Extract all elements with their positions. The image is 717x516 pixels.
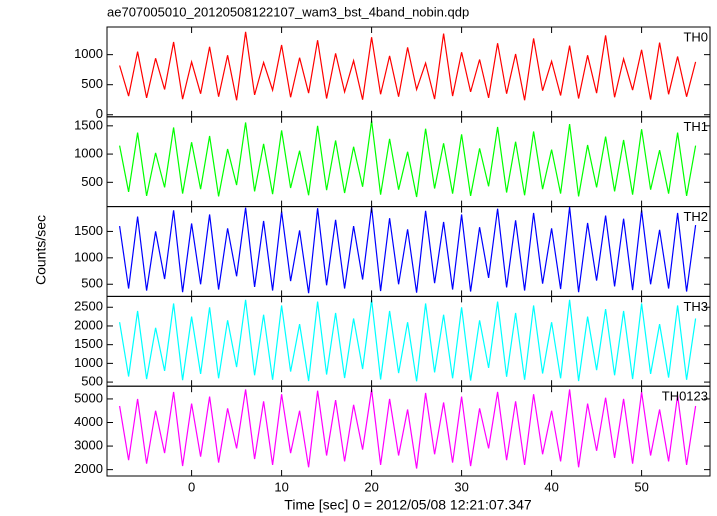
panel-frame [106, 26, 711, 118]
y-tick-label: 1500 [74, 117, 103, 132]
y-tick-label: 1500 [74, 336, 103, 351]
data-line [119, 207, 697, 294]
data-line [119, 299, 697, 382]
y-tick-label: 0 [96, 106, 103, 121]
y-tick-label: 1500 [74, 223, 103, 238]
y-tick-label: 4000 [74, 414, 103, 429]
y-tick-label: 500 [81, 174, 103, 189]
y-tick-label: 500 [81, 374, 103, 389]
y-tick-label: 500 [81, 276, 103, 291]
panel-frame [106, 385, 711, 477]
y-tick-label: 1000 [74, 46, 103, 61]
y-tick-label: 1000 [74, 249, 103, 264]
panel-label: TH3 [683, 299, 708, 314]
y-tick-label: 2000 [74, 317, 103, 332]
y-tick-label: 3000 [74, 438, 103, 453]
y-tick-label: 2500 [74, 299, 103, 314]
chart-title: ae707005010_20120508122107_wam3_bst_4ban… [107, 4, 469, 19]
x-tick-label: 10 [274, 479, 288, 494]
x-tick-label: 40 [544, 479, 558, 494]
y-tick-label: 1000 [74, 355, 103, 370]
y-tick-label: 2000 [74, 461, 103, 476]
panel-label: TH0 [683, 29, 708, 44]
data-line [119, 120, 697, 198]
data-line [119, 389, 697, 469]
y-tick-label: 500 [81, 76, 103, 91]
x-axis-label: Time [sec] 0 = 2012/05/08 12:21:07.347 [284, 497, 532, 513]
x-tick-label: 20 [364, 479, 378, 494]
panel-label: TH2 [683, 209, 708, 224]
x-tick-label: 50 [634, 479, 648, 494]
x-tick-label: 0 [188, 479, 195, 494]
y-axis-label: Counts/sec [33, 215, 49, 285]
panel-label: TH0123 [662, 389, 708, 404]
x-tick-label: 30 [454, 479, 468, 494]
panel-label: TH1 [683, 119, 708, 134]
data-line [119, 31, 697, 101]
y-tick-label: 1000 [74, 146, 103, 161]
y-tick-label: 5000 [74, 390, 103, 405]
